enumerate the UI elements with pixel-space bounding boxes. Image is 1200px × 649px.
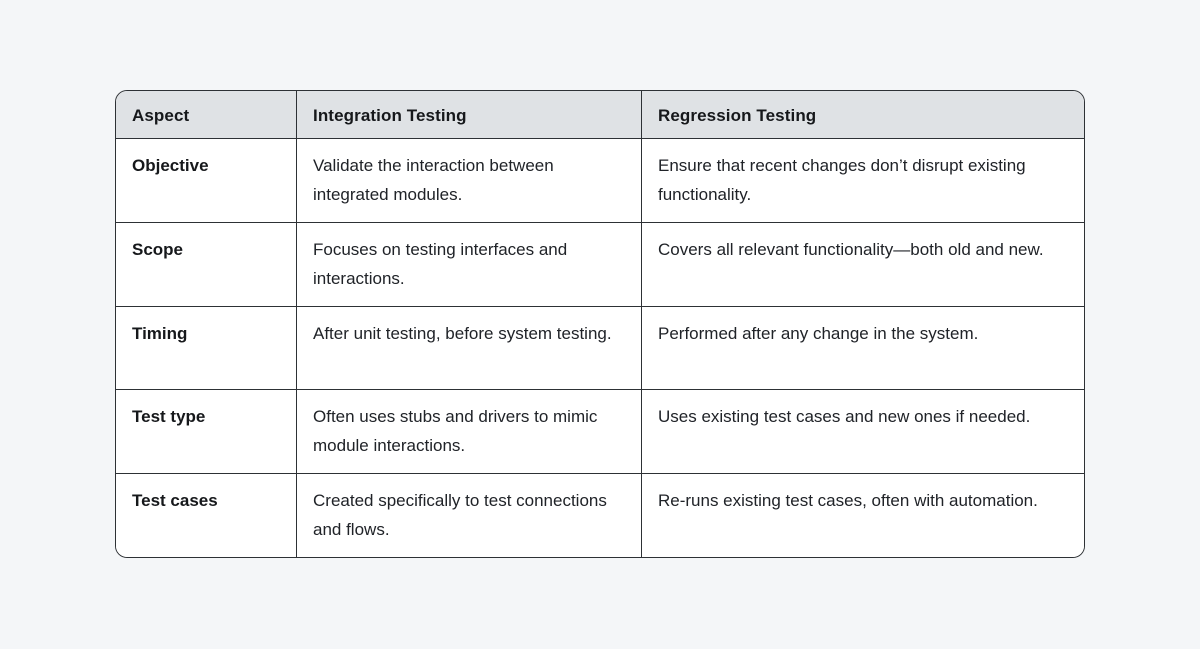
table-row-test-type: Test type Often uses stubs and drivers t… (116, 390, 1084, 474)
regression-cell: Ensure that recent changes don’t disrupt… (642, 139, 1084, 223)
regression-cell: Covers all relevant functionality—both o… (642, 223, 1084, 307)
column-header-regression-testing: Regression Testing (642, 91, 1084, 139)
aspect-label: Scope (116, 223, 297, 307)
aspect-label: Timing (116, 307, 297, 390)
testing-comparison-table: Aspect Integration Testing Regression Te… (116, 91, 1084, 557)
integration-cell: Focuses on testing interfaces and intera… (297, 223, 642, 307)
integration-cell: Created specifically to test connections… (297, 474, 642, 557)
table-row-timing: Timing After unit testing, before system… (116, 307, 1084, 390)
integration-cell: Validate the interaction between integra… (297, 139, 642, 223)
column-header-integration-testing: Integration Testing (297, 91, 642, 139)
aspect-label: Objective (116, 139, 297, 223)
aspect-label: Test type (116, 390, 297, 474)
column-header-aspect: Aspect (116, 91, 297, 139)
aspect-label: Test cases (116, 474, 297, 557)
regression-cell: Uses existing test cases and new ones if… (642, 390, 1084, 474)
table-row-scope: Scope Focuses on testing interfaces and … (116, 223, 1084, 307)
table-header-row: Aspect Integration Testing Regression Te… (116, 91, 1084, 139)
comparison-table-card: Aspect Integration Testing Regression Te… (115, 90, 1085, 558)
regression-cell: Re-runs existing test cases, often with … (642, 474, 1084, 557)
integration-cell: After unit testing, before system testin… (297, 307, 642, 390)
regression-cell: Performed after any change in the system… (642, 307, 1084, 390)
table-row-test-cases: Test cases Created specifically to test … (116, 474, 1084, 557)
integration-cell: Often uses stubs and drivers to mimic mo… (297, 390, 642, 474)
table-row-objective: Objective Validate the interaction betwe… (116, 139, 1084, 223)
